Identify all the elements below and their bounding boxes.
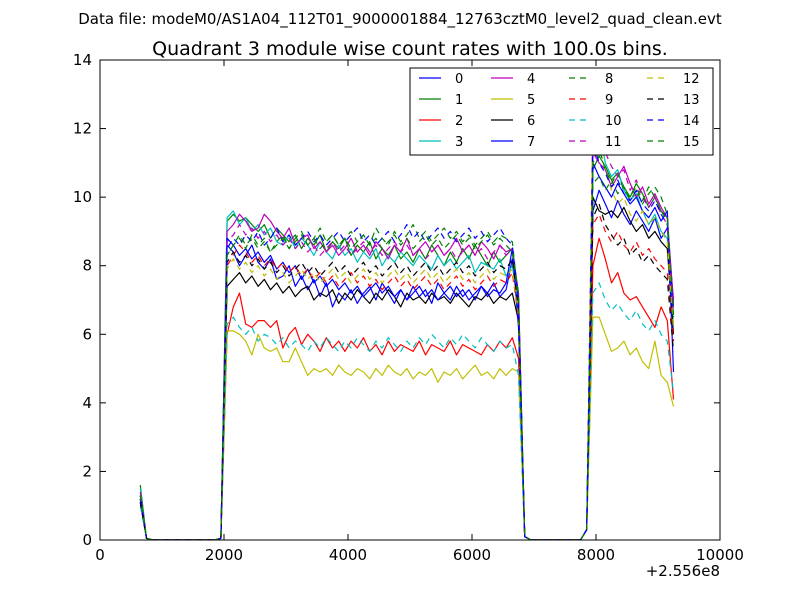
- x-tick-label: 8000: [577, 546, 615, 564]
- series-layer: [139, 110, 675, 540]
- legend-label-0: 0: [455, 72, 463, 87]
- y-tick-label: 0: [82, 531, 92, 549]
- legend-label-3: 3: [455, 135, 463, 150]
- series-line-12: [139, 110, 675, 540]
- y-tick-label: 6: [82, 325, 92, 343]
- series-line-13: [139, 203, 675, 540]
- chart-supertitle: Data file: modeM0/AS1A04_112T01_90000018…: [78, 10, 722, 29]
- plot-frame: [99, 59, 721, 541]
- series-line-3: [139, 128, 675, 540]
- series-line-7: [139, 162, 675, 540]
- legend-label-4: 4: [527, 72, 535, 87]
- series-line-10: [139, 282, 675, 540]
- legend-label-15: 15: [683, 135, 700, 150]
- x-tick-label: 6000: [453, 546, 491, 564]
- legend-label-5: 5: [527, 93, 535, 108]
- series-line-15: [139, 148, 675, 540]
- legend-label-12: 12: [683, 72, 700, 87]
- x-tick-label: 0: [95, 546, 105, 564]
- legend-label-7: 7: [527, 135, 535, 150]
- y-tick-label: 12: [73, 120, 92, 138]
- legend-label-13: 13: [683, 93, 700, 108]
- series-line-9: [139, 213, 675, 540]
- legend-label-6: 6: [527, 114, 535, 129]
- series-line-8: [139, 176, 675, 540]
- legend-label-11: 11: [605, 135, 622, 150]
- chart-title: Quadrant 3 module wise count rates with …: [152, 38, 668, 60]
- legend-label-8: 8: [605, 72, 613, 87]
- x-axis-offset-label: +2.556e8: [646, 562, 720, 580]
- legend-label-2: 2: [455, 114, 463, 129]
- x-axis: 0 2000 4000 6000 8000 10000: [95, 60, 744, 564]
- series-line-14: [139, 141, 675, 540]
- x-tick-label: 10000: [696, 546, 744, 564]
- series-line-11: [139, 114, 675, 540]
- series-line-2: [139, 237, 675, 540]
- series-line-0: [139, 189, 675, 540]
- legend-label-1: 1: [455, 93, 463, 108]
- x-tick-label: 4000: [329, 546, 367, 564]
- legend-label-9: 9: [605, 93, 613, 108]
- y-tick-label: 4: [82, 394, 92, 412]
- y-tick-label: 14: [73, 51, 92, 69]
- y-tick-label: 10: [73, 188, 92, 206]
- x-tick-label: 2000: [205, 546, 243, 564]
- y-tick-label: 8: [82, 257, 92, 275]
- y-tick-label: 2: [82, 462, 92, 480]
- legend-label-14: 14: [683, 114, 700, 129]
- series-line-5: [139, 316, 675, 540]
- legend-label-10: 10: [605, 114, 622, 129]
